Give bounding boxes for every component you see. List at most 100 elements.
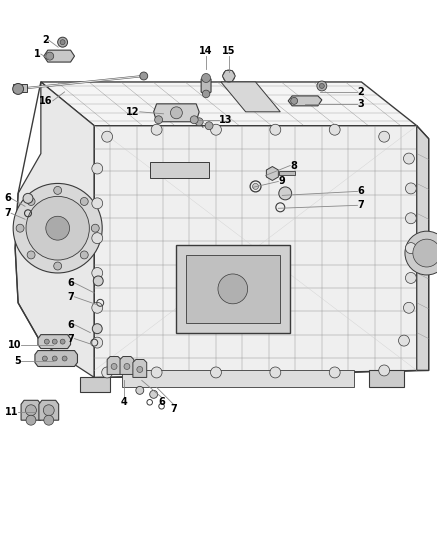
Circle shape [136,386,144,394]
Polygon shape [38,335,71,349]
Circle shape [223,70,235,82]
Circle shape [405,231,438,275]
Circle shape [27,198,35,205]
Circle shape [92,302,102,313]
Circle shape [329,367,340,378]
Circle shape [151,124,162,135]
Polygon shape [221,82,280,112]
Circle shape [58,37,67,47]
Polygon shape [133,360,147,377]
Text: 6: 6 [158,397,165,407]
Text: 7: 7 [68,334,74,344]
Polygon shape [44,50,74,62]
Circle shape [155,116,162,124]
Polygon shape [154,104,199,122]
Polygon shape [13,84,27,92]
Circle shape [44,415,54,425]
Text: 7: 7 [68,292,74,302]
Circle shape [319,84,324,88]
Polygon shape [94,370,429,377]
Text: 2: 2 [357,87,364,97]
Circle shape [406,213,417,224]
Circle shape [91,224,99,232]
Text: 13: 13 [219,115,233,125]
Circle shape [140,72,148,80]
Polygon shape [186,255,280,322]
Circle shape [270,124,281,135]
Text: 3: 3 [357,99,364,109]
Circle shape [46,52,54,60]
Circle shape [60,39,65,45]
Circle shape [13,84,24,94]
Polygon shape [288,96,322,106]
Polygon shape [107,357,121,375]
Polygon shape [41,82,417,126]
Circle shape [195,118,203,126]
Circle shape [42,356,47,361]
Circle shape [150,390,158,398]
Circle shape [170,107,182,119]
Circle shape [202,90,210,98]
Circle shape [54,262,62,270]
Text: 8: 8 [290,160,297,171]
Polygon shape [417,126,429,370]
Circle shape [27,251,35,259]
Circle shape [137,367,143,373]
Circle shape [279,187,292,200]
Text: 12: 12 [126,107,140,117]
Circle shape [211,367,222,378]
Circle shape [80,198,88,205]
Circle shape [26,196,89,260]
Circle shape [403,302,414,313]
Text: 6: 6 [68,320,74,330]
Circle shape [52,356,57,361]
Text: 9: 9 [278,176,285,187]
Text: 6: 6 [68,278,74,288]
Circle shape [92,268,102,278]
Circle shape [201,74,211,83]
Polygon shape [81,377,110,392]
Polygon shape [177,245,290,333]
Circle shape [190,116,198,124]
Circle shape [26,415,36,425]
Circle shape [102,367,113,378]
Circle shape [80,251,88,259]
Circle shape [92,198,102,209]
Circle shape [379,131,390,142]
Circle shape [218,274,247,304]
Circle shape [151,367,162,378]
Circle shape [93,276,103,286]
Polygon shape [266,166,279,181]
Circle shape [406,183,417,194]
Polygon shape [150,161,209,179]
Polygon shape [120,357,134,375]
Text: 7: 7 [170,404,177,414]
Text: 16: 16 [39,96,53,106]
Circle shape [379,365,390,376]
Circle shape [13,183,102,273]
Circle shape [43,405,54,416]
Circle shape [413,239,438,267]
Circle shape [92,163,102,174]
Circle shape [92,233,102,244]
Text: 6: 6 [357,187,364,196]
Circle shape [54,187,62,195]
Circle shape [52,339,57,344]
Polygon shape [279,172,295,175]
Circle shape [111,364,117,369]
Polygon shape [21,400,41,420]
Circle shape [25,405,36,416]
Circle shape [92,324,102,334]
Circle shape [270,367,281,378]
Polygon shape [201,79,211,96]
Text: 6: 6 [4,193,11,204]
Text: 10: 10 [7,340,21,350]
Circle shape [23,193,33,203]
Circle shape [205,122,213,130]
Circle shape [44,339,49,344]
Circle shape [211,124,222,135]
Text: 4: 4 [120,397,127,407]
Polygon shape [39,400,59,420]
Polygon shape [35,351,78,367]
Circle shape [403,153,414,164]
